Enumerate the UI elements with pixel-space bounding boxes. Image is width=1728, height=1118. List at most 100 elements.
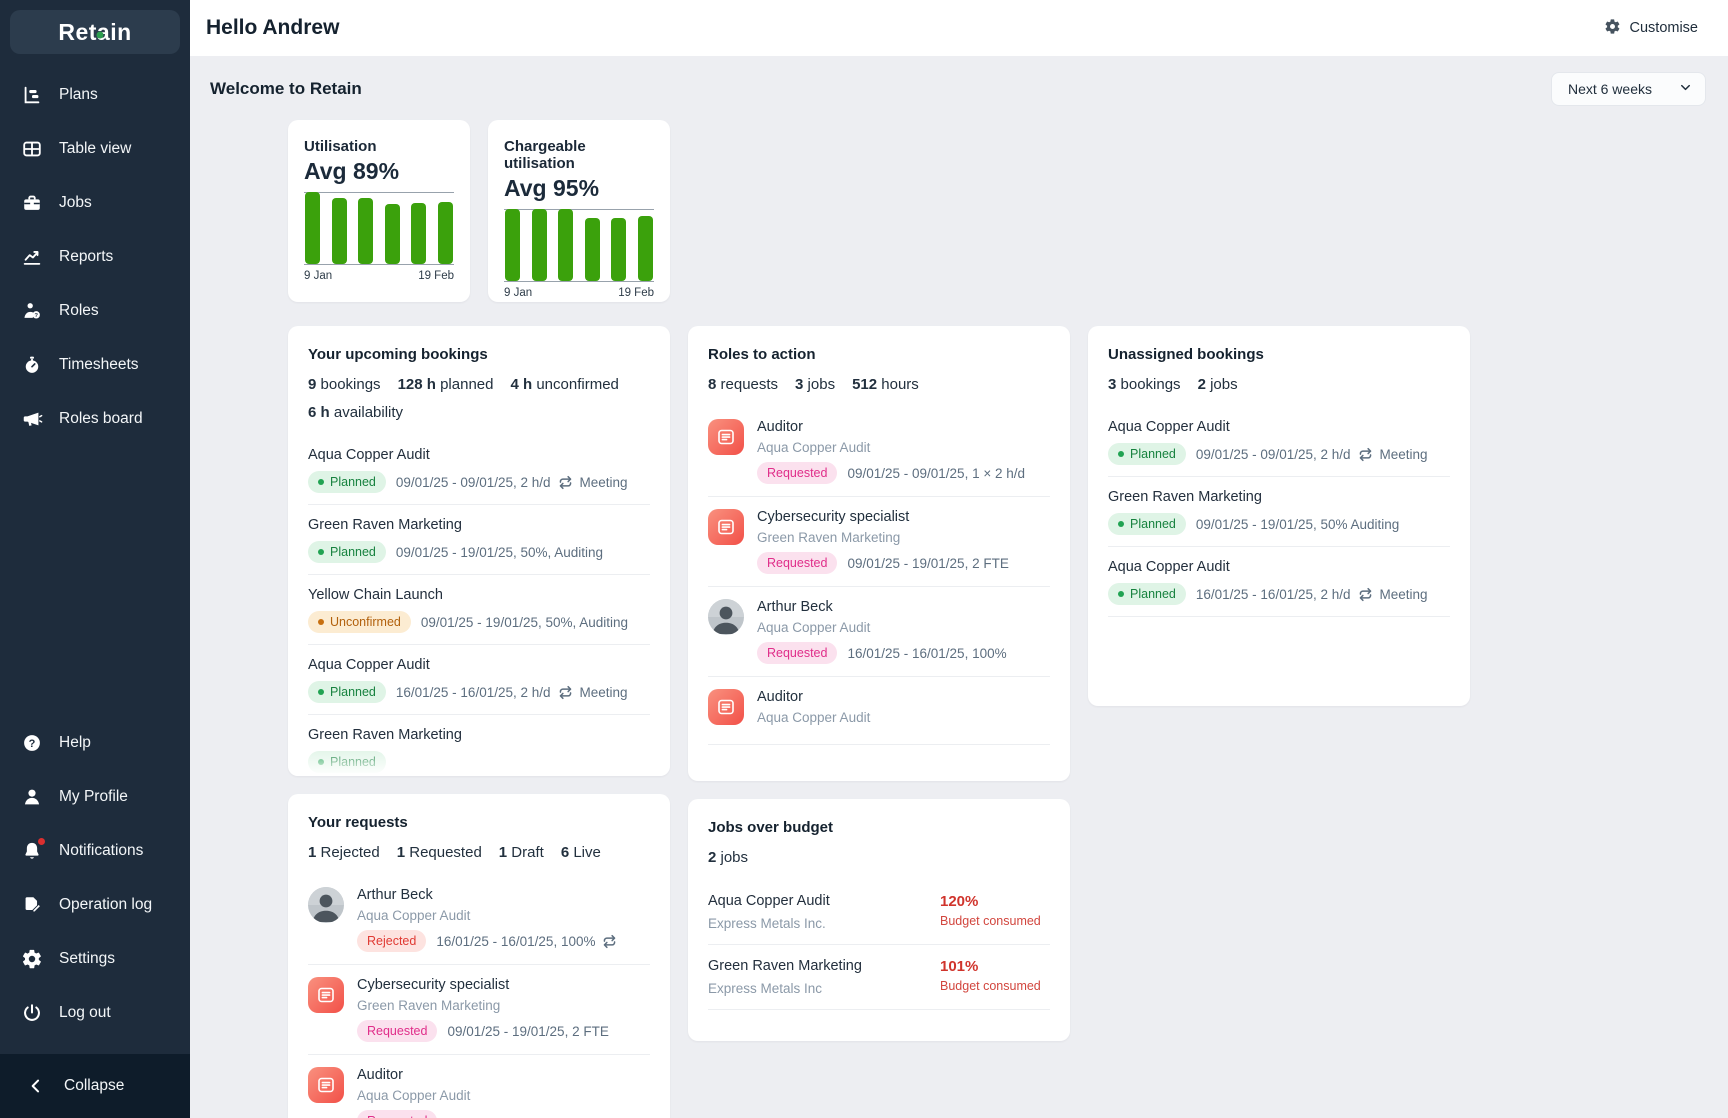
sidebar-item-roles-board[interactable]: Roles board <box>0 392 190 446</box>
booking-item[interactable]: Yellow Chain Launch Unconfirmed 09/01/25 -… <box>308 575 650 645</box>
roles-board-icon <box>20 407 44 431</box>
jobs-over-budget-list: Aqua Copper Audit Express Metals Inc. 120%… <box>708 880 1050 1010</box>
booking-detail: 09/01/25 - 19/01/25, 50% Auditing <box>1195 516 1400 532</box>
booking-job-title: Aqua Copper Audit <box>308 657 430 673</box>
role-title: Auditor <box>757 689 803 705</box>
summary-item: 2 jobs <box>1197 376 1238 393</box>
budget-client-name: Express Metals Inc. <box>708 916 826 931</box>
sidebar-spacer <box>0 446 190 708</box>
booking-job-title: Green Raven Marketing <box>308 727 462 743</box>
booking-item[interactable]: Green Raven Marketing Planned 09/01/25 - 1… <box>308 505 650 575</box>
status-dot <box>318 619 324 625</box>
booking-meta: Planned 09/01/25 - 09/01/25, 2 h/d Meeting <box>1108 443 1450 465</box>
booking-item[interactable]: Aqua Copper Audit Planned 16/01/25 - 16/01… <box>1108 547 1450 617</box>
stat-average-value: Avg 95% <box>504 175 600 201</box>
role-request-item[interactable]: Auditor Aqua Copper Audit <box>708 677 1050 745</box>
sidebar-item-label: Settings <box>59 950 116 967</box>
booking-meta: Planned 16/01/25 - 16/01/25, 2 h/d Meeting <box>308 681 650 703</box>
chart-bar <box>611 218 627 281</box>
sidebar-item-log-out[interactable]: Log out <box>0 986 190 1040</box>
stat-card-utilisation[interactable]: Utilisation Avg 89% 9 Jan 19 Feb <box>288 120 470 302</box>
customise-label: Customise <box>1629 20 1699 36</box>
role-icon <box>708 689 744 725</box>
summary-value: 6 h <box>308 404 330 421</box>
sidebar-item-timesheets[interactable]: Timesheets <box>0 338 190 392</box>
panel-title: Your upcoming bookings <box>308 346 488 363</box>
collapse-label: Collapse <box>64 1077 125 1094</box>
summary-value: 8 <box>708 376 717 393</box>
booking-detail: 09/01/25 - 09/01/25, 2 h/d <box>1195 446 1351 462</box>
role-item-body: Auditor Aqua Copper Audit <box>757 689 870 732</box>
role-request-item[interactable]: Arthur Beck Aqua Copper Audit Requested 16/… <box>708 587 1050 677</box>
chart-bar <box>637 216 653 281</box>
stat-card-chargeable-utilisation[interactable]: Chargeable utilisation Avg 95% 9 Jan 19 Feb <box>488 120 670 302</box>
role-job-subtitle: Aqua Copper Audit <box>757 440 871 455</box>
budget-job-row[interactable]: Green Raven Marketing Express Metals Inc 1… <box>708 945 1050 1010</box>
booking-detail: 09/01/25 - 19/01/25, 50%, Auditing <box>420 614 629 630</box>
role-icon <box>708 509 744 545</box>
booking-job-title: Aqua Copper Audit <box>1108 559 1230 575</box>
status-label: Requested <box>367 1024 428 1038</box>
sidebar-item-settings[interactable]: Settings <box>0 932 190 986</box>
date-range-dropdown[interactable]: Next 6 weeks <box>1550 72 1706 106</box>
status-label: Planned <box>330 755 376 769</box>
status-label: Planned <box>1130 517 1176 531</box>
sidebar-item-roles[interactable]: ? Roles <box>0 284 190 338</box>
summary-item: 512 hours <box>852 376 919 393</box>
summary-item: 9 bookings <box>308 376 381 393</box>
booking-item[interactable]: Aqua Copper Audit Planned 09/01/25 - 09/01… <box>1108 407 1450 477</box>
status-badge-requested: Requested <box>757 462 838 484</box>
sidebar-item-plans[interactable]: Plans <box>0 68 190 122</box>
stat-card-title: Utilisation <box>304 138 377 155</box>
sidebar-item-label: Timesheets <box>59 356 139 373</box>
table-view-icon <box>20 137 44 161</box>
status-label: Planned <box>330 685 376 699</box>
role-item-body: Cybersecurity specialist Green Raven Mark… <box>357 977 609 1042</box>
status-dot <box>1118 521 1124 527</box>
sidebar-item-help[interactable]: ? Help <box>0 716 190 770</box>
panel-title: Jobs over budget <box>708 819 834 836</box>
help-icon: ? <box>20 731 44 755</box>
topbar: Hello Andrew Customise <box>190 0 1728 56</box>
sidebar-item-notifications[interactable]: Notifications <box>0 824 190 878</box>
booking-meta: Unconfirmed 09/01/25 - 19/01/25, 50%, Aud… <box>308 611 650 633</box>
person-avatar <box>308 887 344 923</box>
booking-job-title: Green Raven Marketing <box>1108 489 1262 505</box>
status-label: Planned <box>1130 587 1176 601</box>
sidebar-item-label: Log out <box>59 1004 111 1021</box>
role-request-item[interactable]: Cybersecurity specialist Green Raven Mark… <box>308 965 650 1055</box>
welcome-title: Welcome to Retain <box>210 79 362 98</box>
status-badge-rejected: Rejected <box>357 930 427 952</box>
customise-button[interactable]: Customise <box>1604 18 1699 39</box>
logo[interactable]: Retain <box>10 10 180 54</box>
log-out-icon <box>20 1001 44 1025</box>
sidebar-item-table-view[interactable]: Table view <box>0 122 190 176</box>
booking-meta: Planned <box>308 751 650 773</box>
sidebar-item-my-profile[interactable]: My Profile <box>0 770 190 824</box>
summary-value: 2 <box>708 849 717 866</box>
role-request-item[interactable]: Auditor Aqua Copper Audit Requested <box>308 1055 650 1118</box>
booking-item[interactable]: Aqua Copper Audit Planned 16/01/25 - 16/01… <box>308 645 650 715</box>
main-area: Hello Andrew Customise Welcome to Retain… <box>190 0 1728 1118</box>
status-badge-requested: Requested <box>757 552 838 574</box>
role-request-item[interactable]: Arthur Beck Aqua Copper Audit Rejected 16/0… <box>308 875 650 965</box>
sidebar-item-operation-log[interactable]: Operation log <box>0 878 190 932</box>
booking-item[interactable]: Aqua Copper Audit Planned 09/01/25 - 09/01… <box>308 435 650 505</box>
mini-bar-chart <box>304 192 454 265</box>
budget-percent-label: Budget consumed <box>940 914 1041 928</box>
collapse-button[interactable]: Collapse <box>0 1054 190 1118</box>
status-label: Requested <box>767 646 828 660</box>
role-request-item[interactable]: Auditor Aqua Copper Audit Requested 09/01/2… <box>708 407 1050 497</box>
sidebar-item-jobs[interactable]: Jobs <box>0 176 190 230</box>
role-request-item[interactable]: Cybersecurity specialist Green Raven Mark… <box>708 497 1050 587</box>
budget-job-row[interactable]: Aqua Copper Audit Express Metals Inc. 120%… <box>708 880 1050 945</box>
booking-item[interactable]: Green Raven Marketing Planned <box>308 715 650 776</box>
chart-bar <box>558 209 574 281</box>
sidebar-item-reports[interactable]: Reports <box>0 230 190 284</box>
upcoming-summary: 9 bookings 128 h planned 4 h unconfirmed 6 … <box>308 372 650 425</box>
status-badge-planned: Planned <box>1108 513 1186 535</box>
booking-item[interactable]: Green Raven Marketing Planned 09/01/25 - 1… <box>1108 477 1450 547</box>
unassigned-bookings-panel: Unassigned bookings 3 bookings 2 jobs Aqu… <box>1088 326 1470 706</box>
chart-bar <box>505 209 520 281</box>
booking-detail-suffix: Meeting <box>1379 446 1428 462</box>
